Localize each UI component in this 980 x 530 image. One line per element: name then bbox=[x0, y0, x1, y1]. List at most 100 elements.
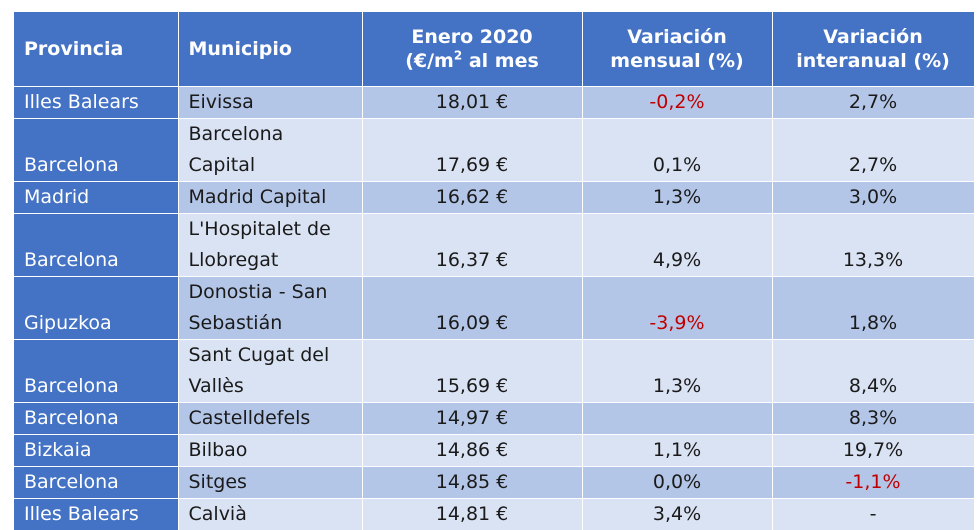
header-enero-line1: Enero 2020 bbox=[411, 26, 532, 48]
cell-precio-text: 14,85 € bbox=[436, 471, 509, 493]
cell-variacion-interanual-text: - bbox=[870, 503, 877, 525]
cell-municipio-line: Donostia - San bbox=[189, 281, 328, 303]
cell-variacion-mensual-text: 0,1% bbox=[653, 154, 701, 176]
cell-municipio: Sant Cugat del Vallès bbox=[178, 340, 362, 403]
cell-provincia: Barcelona bbox=[14, 340, 178, 403]
cell-provincia: Bizkaia bbox=[14, 435, 178, 467]
header-municipio: Municipio bbox=[178, 12, 362, 87]
cell-precio-text: 14,81 € bbox=[436, 503, 509, 525]
header-interanual-line1: Variación bbox=[823, 26, 923, 48]
header-provincia: Provincia bbox=[14, 12, 178, 87]
cell-provincia-text: Bizkaia bbox=[24, 439, 92, 461]
cell-variacion-mensual: -3,9% bbox=[582, 277, 772, 340]
cell-precio: 15,69 € bbox=[362, 340, 582, 403]
cell-precio-text: 18,01 € bbox=[436, 91, 509, 113]
cell-variacion-mensual: -0,2% bbox=[582, 87, 772, 119]
cell-provincia: Illes Balears bbox=[14, 87, 178, 119]
cell-variacion-mensual: 1,3% bbox=[582, 340, 772, 403]
cell-variacion-mensual-text: -3,9% bbox=[649, 312, 704, 334]
cell-municipio-line: Bilbao bbox=[189, 439, 248, 461]
cell-municipio: Eivissa bbox=[178, 87, 362, 119]
header-mensual-line1: Variación bbox=[627, 26, 727, 48]
cell-provincia: Illes Balears bbox=[14, 499, 178, 530]
cell-precio: 16,37 € bbox=[362, 214, 582, 277]
cell-precio-text: 16,62 € bbox=[436, 186, 509, 208]
cell-municipio-line: Llobregat bbox=[189, 249, 279, 271]
cell-municipio: Bilbao bbox=[178, 435, 362, 467]
cell-variacion-interanual-text: 2,7% bbox=[849, 91, 897, 113]
cell-provincia-text: Barcelona bbox=[24, 154, 119, 176]
table-row: Barcelona Sitges 14,85 € 0,0% -1,1% bbox=[14, 467, 974, 499]
cell-variacion-interanual: 1,8% bbox=[772, 277, 974, 340]
header-mensual-line2: mensual (%) bbox=[610, 50, 743, 72]
cell-variacion-mensual-text: 3,4% bbox=[653, 503, 701, 525]
table-row: Illes Balears Eivissa 18,01 € -0,2% 2,7% bbox=[14, 87, 974, 119]
cell-precio: 18,01 € bbox=[362, 87, 582, 119]
cell-precio: 14,97 € bbox=[362, 403, 582, 435]
cell-variacion-interanual-text: 8,4% bbox=[849, 375, 897, 397]
cell-municipio-line: Vallès bbox=[189, 375, 244, 397]
cell-variacion-mensual: 1,3% bbox=[582, 182, 772, 214]
cell-municipio: Sitges bbox=[178, 467, 362, 499]
cell-precio-text: 17,69 € bbox=[436, 154, 509, 176]
table-row: Illes Balears Calvià 14,81 € 3,4% - bbox=[14, 499, 974, 530]
cell-variacion-interanual: 2,7% bbox=[772, 87, 974, 119]
cell-precio-text: 16,37 € bbox=[436, 249, 509, 271]
cell-variacion-interanual: 13,3% bbox=[772, 214, 974, 277]
cell-provincia-text: Barcelona bbox=[24, 471, 119, 493]
table-header: Provincia Municipio Enero 2020 (€/m2 al … bbox=[14, 12, 974, 87]
cell-variacion-mensual-text: 1,1% bbox=[653, 439, 701, 461]
rental-price-table: Provincia Municipio Enero 2020 (€/m2 al … bbox=[14, 12, 975, 530]
cell-municipio: L'Hospitalet de Llobregat bbox=[178, 214, 362, 277]
cell-variacion-interanual: 2,7% bbox=[772, 119, 974, 182]
cell-variacion-interanual-text: -1,1% bbox=[845, 471, 900, 493]
cell-variacion-mensual-text: 0,0% bbox=[653, 471, 701, 493]
cell-provincia-text: Gipuzkoa bbox=[24, 312, 112, 334]
cell-variacion-interanual-text: 3,0% bbox=[849, 186, 897, 208]
cell-municipio-line: Sitges bbox=[189, 471, 247, 493]
cell-municipio-line: Capital bbox=[189, 154, 256, 176]
cell-precio: 17,69 € bbox=[362, 119, 582, 182]
cell-variacion-interanual: - bbox=[772, 499, 974, 530]
cell-municipio: Castelldefels bbox=[178, 403, 362, 435]
cell-variacion-mensual: 1,1% bbox=[582, 435, 772, 467]
cell-municipio-line: Sant Cugat del bbox=[189, 344, 330, 366]
cell-municipio-line: Calvià bbox=[189, 503, 247, 525]
cell-variacion-mensual: 0,1% bbox=[582, 119, 772, 182]
header-variacion-mensual: Variación mensual (%) bbox=[582, 12, 772, 87]
cell-provincia: Madrid bbox=[14, 182, 178, 214]
cell-provincia-text: Barcelona bbox=[24, 375, 119, 397]
cell-municipio: Madrid Capital bbox=[178, 182, 362, 214]
cell-variacion-mensual: 3,4% bbox=[582, 499, 772, 530]
cell-variacion-interanual-text: 2,7% bbox=[849, 154, 897, 176]
cell-variacion-interanual-text: 1,8% bbox=[849, 312, 897, 334]
cell-provincia-text: Madrid bbox=[24, 186, 89, 208]
cell-variacion-mensual-text: -0,2% bbox=[649, 91, 704, 113]
cell-municipio-line: L'Hospitalet de bbox=[189, 218, 331, 240]
header-enero-2020: Enero 2020 (€/m2 al mes bbox=[362, 12, 582, 87]
cell-precio-text: 16,09 € bbox=[436, 312, 509, 334]
cell-municipio-line: Eivissa bbox=[189, 91, 254, 113]
cell-precio-text: 14,97 € bbox=[436, 407, 509, 429]
header-enero-line2-post: al mes bbox=[462, 50, 539, 72]
cell-variacion-interanual: 3,0% bbox=[772, 182, 974, 214]
cell-provincia: Barcelona bbox=[14, 403, 178, 435]
cell-precio: 14,86 € bbox=[362, 435, 582, 467]
cell-precio: 16,09 € bbox=[362, 277, 582, 340]
cell-variacion-mensual: 4,9% bbox=[582, 214, 772, 277]
cell-variacion-mensual-text: 4,9% bbox=[653, 249, 701, 271]
cell-variacion-interanual: 8,3% bbox=[772, 403, 974, 435]
cell-precio-text: 14,86 € bbox=[436, 439, 509, 461]
cell-variacion-mensual bbox=[582, 403, 772, 435]
header-interanual-line2: interanual (%) bbox=[796, 50, 950, 72]
cell-precio: 16,62 € bbox=[362, 182, 582, 214]
cell-precio: 14,81 € bbox=[362, 499, 582, 530]
cell-provincia: Barcelona bbox=[14, 467, 178, 499]
